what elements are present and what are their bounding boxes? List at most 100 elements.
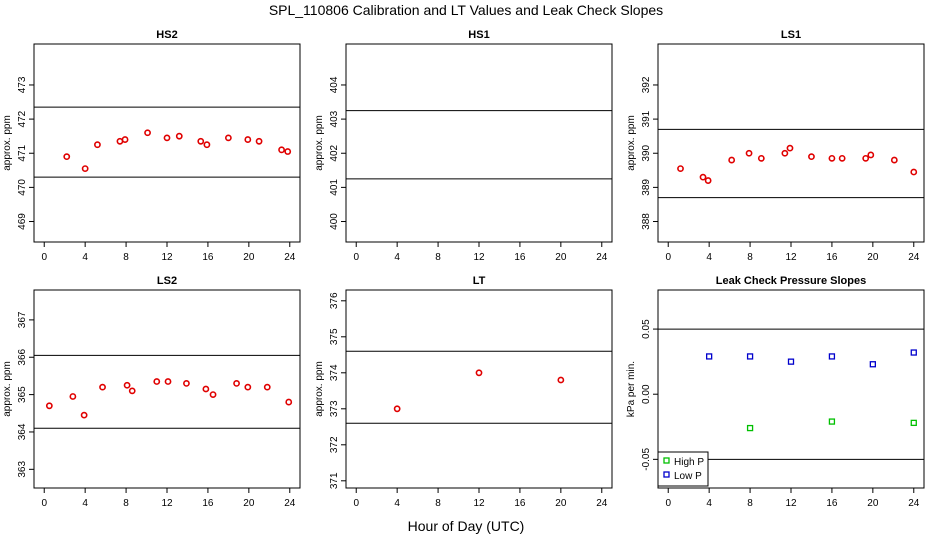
y-tick-label: 375 — [329, 328, 340, 345]
data-point — [233, 379, 240, 387]
y-tick-label: 402 — [329, 144, 340, 161]
x-tick-label: 20 — [867, 252, 879, 263]
data-point — [746, 424, 754, 432]
x-tick-label: 0 — [41, 252, 47, 263]
x-tick-label: 4 — [394, 498, 400, 509]
chart-panel-0: HS2 approx. ppm 0 4 8 12 16 20 24 469 470 471 472 473 — [2, 29, 301, 263]
data-point — [209, 391, 217, 399]
data-point — [278, 146, 285, 154]
data-point — [164, 378, 172, 385]
data-point — [828, 418, 836, 425]
figure-title: SPL_110806 Calibration and LT Values and… — [269, 2, 663, 18]
data-point — [728, 156, 736, 164]
x-tick-label: 20 — [867, 498, 879, 509]
x-tick-label: 20 — [555, 252, 567, 263]
x-tick-label: 4 — [82, 498, 88, 509]
data-point — [197, 137, 205, 145]
data-point — [175, 132, 183, 140]
legend-marker — [663, 471, 670, 478]
x-tick-label: 16 — [202, 252, 214, 263]
y-tick-label: 367 — [17, 311, 28, 328]
y-tick-label: 365 — [17, 386, 28, 403]
data-point — [745, 149, 753, 157]
y-tick-label: 400 — [329, 213, 340, 230]
data-point — [393, 405, 401, 413]
data-point — [890, 156, 898, 164]
data-point — [869, 361, 876, 368]
y-tick-label: 469 — [17, 213, 28, 230]
y-tick-label: 371 — [329, 472, 340, 489]
y-tick-label: 366 — [17, 348, 28, 365]
data-point — [202, 385, 210, 393]
x-tick-label: 8 — [747, 498, 753, 509]
data-point — [153, 378, 161, 385]
data-point — [910, 168, 918, 176]
y-tick-label: 471 — [17, 144, 28, 161]
data-point — [746, 353, 754, 360]
data-point — [244, 136, 252, 143]
y-tick-label: -0.05 — [641, 448, 652, 471]
data-point — [183, 379, 190, 387]
x-tick-label: 16 — [826, 252, 838, 263]
y-tick-label: 391 — [641, 110, 652, 127]
plot-frame — [345, 289, 613, 489]
x-tick-label: 24 — [908, 252, 920, 263]
y-tick-label: 364 — [17, 423, 28, 440]
data-point — [787, 358, 795, 365]
plot-frame — [33, 289, 301, 489]
y-tick-label: 390 — [641, 144, 652, 161]
panel-title: LS1 — [781, 29, 801, 41]
data-point — [757, 154, 765, 162]
x-tick-label: 0 — [353, 498, 359, 509]
data-point — [828, 353, 836, 360]
y-axis-label: approx. ppm — [2, 115, 13, 171]
x-tick-label: 8 — [435, 252, 441, 263]
x-tick-label: 12 — [473, 252, 485, 263]
legend-label: High P — [674, 457, 704, 468]
data-point — [144, 129, 151, 137]
legend-label: Low P — [674, 471, 702, 482]
x-tick-label: 0 — [665, 498, 671, 509]
x-tick-label: 16 — [826, 498, 838, 509]
plot-frame — [345, 43, 613, 243]
data-point — [910, 419, 917, 427]
x-tick-label: 24 — [284, 252, 296, 263]
data-point — [244, 383, 252, 391]
panel-title: LS2 — [157, 275, 177, 287]
data-point — [475, 369, 483, 377]
y-tick-label: 401 — [329, 179, 340, 196]
panel-title: Leak Check Pressure Slopes — [716, 275, 866, 287]
data-point — [838, 154, 846, 162]
x-tick-label: 8 — [435, 498, 441, 509]
data-point — [63, 153, 71, 161]
panel-title: HS2 — [156, 29, 177, 41]
data-point — [557, 376, 565, 384]
y-tick-label: 473 — [17, 76, 28, 93]
panel-title: HS1 — [468, 29, 489, 41]
x-tick-label: 20 — [243, 498, 255, 509]
data-point — [80, 411, 88, 419]
y-tick-label: 388 — [641, 213, 652, 230]
chart-panel-1: HS1 approx. ppm 0 4 8 12 16 20 24 400 401 402 403 404 — [314, 29, 613, 263]
y-tick-label: 363 — [17, 461, 28, 478]
x-tick-label: 24 — [596, 498, 608, 509]
y-axis-label: kPa per min. — [626, 361, 637, 417]
data-point — [128, 387, 136, 395]
legend-marker — [663, 457, 670, 464]
data-point — [99, 383, 106, 391]
y-tick-label: 403 — [329, 110, 340, 127]
x-tick-label: 4 — [82, 252, 88, 263]
data-point — [163, 134, 171, 142]
data-point — [808, 153, 815, 161]
data-point — [828, 154, 836, 162]
y-tick-label: 372 — [329, 436, 340, 453]
x-tick-label: 12 — [473, 498, 485, 509]
x-tick-label: 12 — [785, 252, 797, 263]
data-point — [123, 381, 131, 389]
panel-title: LT — [473, 275, 486, 287]
data-point — [121, 136, 129, 143]
y-tick-label: 392 — [641, 76, 652, 93]
data-point — [224, 134, 232, 142]
data-point — [862, 154, 870, 162]
